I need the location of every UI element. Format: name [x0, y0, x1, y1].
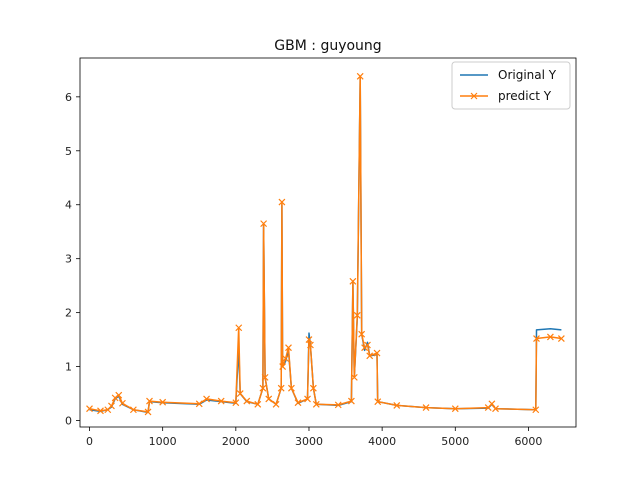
data-point-marker: [282, 355, 289, 362]
data-point-marker: [532, 406, 540, 414]
data-point-marker: [260, 220, 268, 228]
data-point-marker: [277, 384, 285, 392]
y-tick-label: 5: [65, 145, 72, 158]
y-tick-label: 2: [65, 307, 72, 320]
data-point-marker: [144, 408, 152, 416]
x-tick-label: 4000: [368, 435, 396, 448]
data-point-marker: [279, 363, 287, 371]
y-tick-label: 4: [65, 199, 72, 212]
y-tick-label: 3: [65, 253, 72, 266]
legend-marker-predict: [470, 92, 478, 100]
data-point-marker: [304, 395, 311, 403]
data-point-marker: [307, 341, 314, 349]
data-point-marker: [195, 400, 203, 408]
data-point-marker: [129, 406, 137, 414]
data-point-marker: [309, 384, 317, 392]
data-point-marker: [546, 333, 554, 341]
data-point-marker: [278, 198, 286, 206]
data-point-marker: [235, 324, 243, 332]
data-point-marker: [358, 330, 366, 338]
data-point-marker: [451, 405, 459, 413]
x-tick-label: 2000: [222, 435, 250, 448]
y-tick-label: 1: [65, 361, 72, 374]
data-point-marker: [350, 373, 358, 381]
axes-frame: [79, 57, 577, 428]
data-point-marker: [217, 397, 225, 405]
data-point-marker: [236, 390, 244, 397]
data-point-marker: [393, 401, 401, 409]
data-point-marker: [422, 404, 430, 412]
data-point-marker: [115, 391, 123, 399]
data-point-marker: [374, 398, 382, 406]
data-point-marker: [334, 401, 342, 409]
data-point-marker: [305, 336, 313, 344]
x-tick-label: 1000: [149, 435, 177, 448]
x-tick-label: 0: [86, 435, 93, 448]
data-point-marker: [557, 335, 565, 342]
y-tick-label: 0: [65, 415, 72, 428]
data-point-marker: [488, 400, 496, 408]
x-tick-label: 6000: [514, 435, 542, 448]
data-point-marker: [272, 400, 280, 408]
data-point-marker: [533, 335, 540, 342]
data-point-marker: [285, 344, 292, 352]
series-line-original-y: [89, 77, 562, 414]
data-point-marker: [254, 400, 262, 408]
y-tick-label: 6: [65, 91, 72, 104]
data-point-marker: [146, 397, 153, 405]
data-point-marker: [364, 341, 371, 349]
chart-title: GBM : guyoung: [274, 38, 381, 54]
series-line-predict-y: [89, 75, 562, 413]
data-point-marker: [203, 395, 210, 403]
data-point-marker: [265, 395, 273, 403]
x-tick-label: 5000: [441, 435, 469, 448]
data-point-marker: [86, 405, 93, 413]
data-point-marker: [243, 397, 251, 405]
data-point-marker: [353, 311, 361, 319]
data-point-marker: [349, 277, 357, 285]
data-point-marker: [159, 398, 167, 406]
data-point-marker: [294, 399, 302, 407]
y-axis: 0 1 2 3 4 5 6: [65, 91, 80, 428]
data-point-marker: [119, 399, 126, 407]
data-point-marker: [312, 400, 320, 408]
data-point-marker: [111, 394, 119, 402]
data-point-marker: [108, 402, 115, 410]
data-point-marker: [366, 352, 374, 360]
data-point-marker: [97, 407, 104, 415]
legend-box: [451, 61, 571, 110]
data-point-marker: [232, 399, 240, 407]
data-point-marker: [492, 405, 499, 413]
data-point-marker: [259, 384, 267, 392]
data-point-marker: [347, 397, 355, 405]
plot-area: [86, 72, 565, 416]
legend: Original Y predict Y: [451, 61, 571, 110]
data-point-marker: [287, 384, 295, 392]
x-axis: 0 1000 2000 3000 4000 5000 6000: [86, 427, 542, 448]
x-tick-label: 3000: [295, 435, 323, 448]
legend-label-predict: predict Y: [498, 89, 552, 103]
data-point-marker: [261, 373, 269, 381]
legend-label-original: Original Y: [498, 68, 557, 82]
data-point-marker: [373, 349, 381, 357]
data-point-marker: [356, 72, 364, 80]
